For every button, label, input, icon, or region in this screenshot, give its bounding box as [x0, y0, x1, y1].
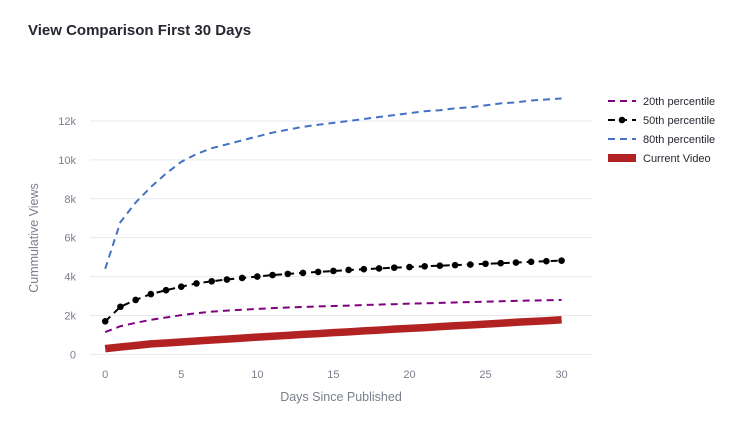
series-group	[101, 97, 565, 353]
data-point[interactable]	[330, 267, 337, 275]
data-point[interactable]	[558, 257, 565, 264]
data-point[interactable]	[451, 261, 459, 269]
data-point[interactable]	[527, 258, 535, 266]
y-tick-label: 10k	[58, 155, 76, 167]
series-line-20th-percentile[interactable]	[104, 298, 562, 334]
data-point[interactable]	[208, 277, 215, 285]
data-point[interactable]	[132, 296, 139, 304]
x-tick-label: 5	[178, 369, 184, 381]
series-line-current-video[interactable]	[104, 316, 562, 353]
data-point[interactable]	[497, 259, 505, 267]
data-point[interactable]	[467, 261, 474, 268]
y-tick-label: 0	[70, 349, 76, 361]
data-point[interactable]	[299, 269, 307, 277]
y-tick-label: 12k	[58, 116, 76, 128]
data-point[interactable]	[238, 274, 246, 282]
data-point[interactable]	[223, 276, 231, 283]
series-line-80th-percentile[interactable]	[104, 97, 562, 270]
data-point[interactable]	[117, 303, 124, 311]
data-point[interactable]	[421, 262, 428, 270]
legend-label: Current Video	[643, 153, 711, 165]
data-point[interactable]	[314, 268, 322, 276]
data-point[interactable]	[375, 265, 383, 272]
legend-item[interactable]: 80th percentile	[608, 134, 715, 146]
data-point[interactable]	[406, 263, 413, 271]
legend-item[interactable]: Current Video	[608, 153, 711, 165]
grid: 0 2k 4k 6k 8k 10k 12k 0 5 10 15 20 25 30	[58, 116, 592, 381]
chart-title: View Comparison First 30 Days	[28, 22, 252, 39]
y-tick-label: 6k	[64, 233, 76, 245]
data-point[interactable]	[269, 271, 276, 279]
data-point[interactable]	[254, 273, 261, 280]
x-tick-label: 25	[479, 369, 491, 381]
y-tick-label: 8k	[64, 194, 76, 206]
legend-label: 80th percentile	[643, 134, 715, 146]
y-tick-label: 4k	[64, 272, 76, 284]
legend-label: 20th percentile	[643, 96, 715, 108]
legend-item[interactable]: 20th percentile	[608, 96, 715, 108]
legend-item[interactable]: 50th percentile	[608, 115, 715, 127]
data-point[interactable]	[177, 283, 185, 291]
legend[interactable]: 20th percentile 50th percentile 80th perce…	[608, 96, 715, 165]
data-point[interactable]	[360, 265, 368, 273]
x-tick-label: 0	[102, 369, 108, 381]
axes: Days Since Published Cummulative Views	[27, 183, 402, 404]
legend-marker	[618, 116, 626, 124]
data-point[interactable]	[390, 264, 398, 271]
data-point[interactable]	[147, 290, 155, 298]
data-point[interactable]	[162, 286, 170, 294]
x-tick-label: 15	[327, 369, 339, 381]
data-point[interactable]	[543, 257, 550, 265]
data-point[interactable]	[482, 260, 489, 268]
data-point[interactable]	[101, 318, 109, 325]
x-tick-label: 10	[251, 369, 263, 381]
x-tick-label: 20	[403, 369, 415, 381]
data-point[interactable]	[193, 280, 200, 287]
data-point[interactable]	[284, 270, 292, 278]
x-axis-label: Days Since Published	[280, 390, 402, 404]
data-point[interactable]	[512, 259, 520, 266]
y-axis-label: Cummulative Views	[27, 183, 41, 293]
data-point[interactable]	[436, 262, 444, 269]
x-tick-label: 30	[555, 369, 567, 381]
data-point[interactable]	[345, 266, 352, 274]
legend-label: 50th percentile	[643, 115, 715, 127]
y-tick-label: 2k	[64, 311, 76, 323]
